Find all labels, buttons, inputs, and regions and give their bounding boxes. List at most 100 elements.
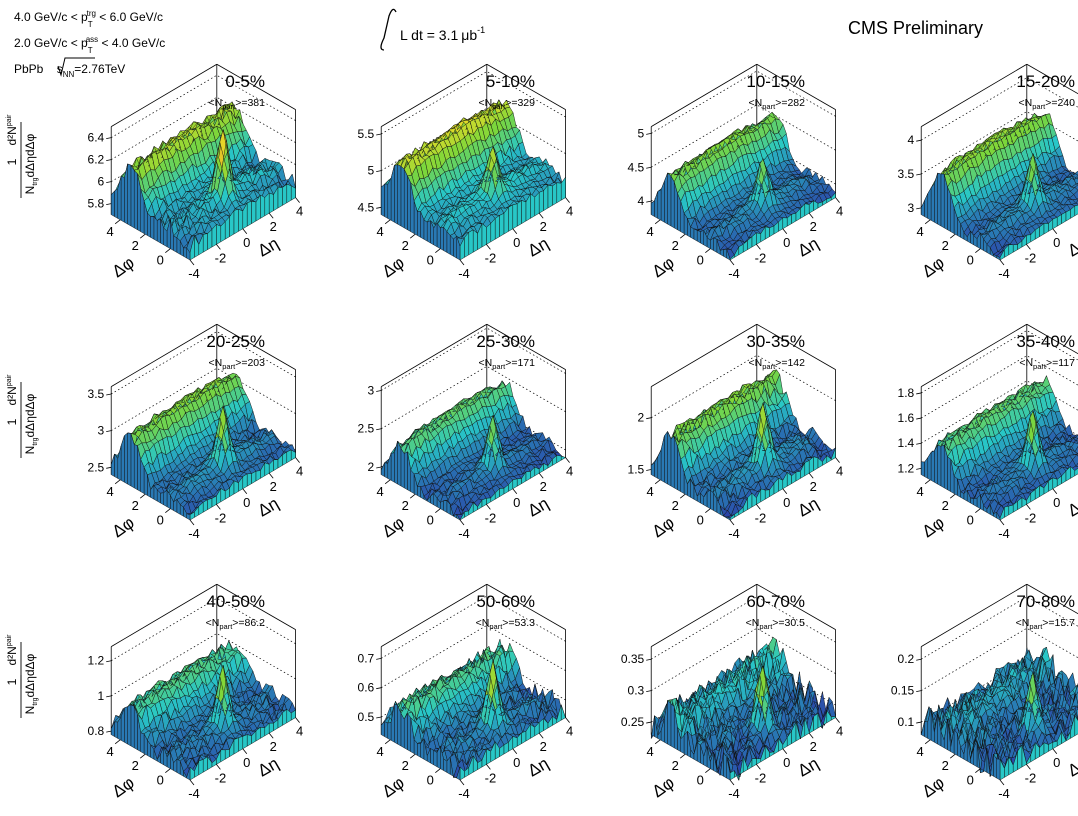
row-ylabel-2: 1 d²Npair NtrgdΔηdΔφ xyxy=(5,634,39,718)
dphi-axis-title: Δφ xyxy=(649,773,678,801)
centrality-label: 70-80% xyxy=(1016,592,1075,611)
luminosity-label: L dt = 3.1 μb-1 xyxy=(400,25,485,43)
dphi-tick-label: 4 xyxy=(107,744,114,759)
deta-tick-label: -4 xyxy=(998,266,1010,281)
deta-tick-label: 0 xyxy=(243,495,250,510)
deta-tick-label: -2 xyxy=(1025,770,1037,785)
deta-axis-title: Δη xyxy=(525,494,553,521)
assoc-pt-cut: 2.0 GeV/c < pTass < 4.0 GeV/c xyxy=(14,35,165,55)
deta-tick-label: -2 xyxy=(215,510,227,525)
deta-tick-label: 4 xyxy=(566,724,573,739)
deta-tick-label: -2 xyxy=(485,250,497,265)
z-tick-label: 0.5 xyxy=(358,710,375,724)
npart-label: <Npart>=381 xyxy=(209,97,266,111)
z-tick-label: 1.6 xyxy=(898,411,915,425)
panel-35-40pct: 1.21.41.61.8024-4-2024ΔφΔη35-40%<Npart>=… xyxy=(898,323,1078,541)
dphi-axis-title: Δφ xyxy=(919,773,948,801)
dphi-axis-title: Δφ xyxy=(379,513,408,541)
deta-tick-label: 2 xyxy=(270,739,277,754)
row-ylabel-1: 1 d²Npair NtrgdΔηdΔφ xyxy=(5,374,39,458)
dphi-axis-title: Δφ xyxy=(109,513,138,541)
surface-skirt xyxy=(650,172,836,261)
dphi-tick-label: 0 xyxy=(697,253,704,268)
z-tick-label: 0.2 xyxy=(898,652,915,666)
z-tick-label: 0.3 xyxy=(628,684,645,698)
centrality-label: 60-70% xyxy=(746,592,805,611)
z-tick-label: 1 xyxy=(98,689,105,703)
ylabel-denominator: NtrgdΔηdΔφ xyxy=(23,133,39,194)
surface-skirt xyxy=(650,699,836,781)
deta-tick-label: -4 xyxy=(458,266,470,281)
npart-label: <Npart>=329 xyxy=(479,97,536,111)
dphi-tick-label: 4 xyxy=(917,224,924,239)
centrality-label: 5-10% xyxy=(486,72,535,91)
centrality-label: 40-50% xyxy=(206,592,265,611)
surface xyxy=(110,640,296,778)
deta-axis-title: Δη xyxy=(525,754,553,781)
dphi-tick-label: 0 xyxy=(157,513,164,528)
deta-tick-label: -2 xyxy=(215,770,227,785)
dphi-axis-title: Δφ xyxy=(109,253,138,281)
z-tick-label: 0.35 xyxy=(621,652,645,666)
deta-tick-label: 2 xyxy=(270,479,277,494)
deta-tick-label: 0 xyxy=(243,235,250,250)
dphi-tick-label: 4 xyxy=(647,224,654,239)
sqrt-sign-icon xyxy=(57,57,95,77)
deta-tick-label: 4 xyxy=(566,204,573,219)
deta-tick-label: 2 xyxy=(540,219,547,234)
dphi-tick-label: 0 xyxy=(967,513,974,528)
dphi-tick-label: 0 xyxy=(427,513,434,528)
deta-axis-title: Δη xyxy=(795,754,823,781)
surface-skirt xyxy=(920,708,1078,781)
z-tick-label: 6.2 xyxy=(88,153,105,167)
z-tick-label: 2 xyxy=(638,411,645,425)
deta-axis-title: Δη xyxy=(1065,754,1078,781)
deta-axis-title: Δη xyxy=(525,234,553,261)
deta-tick-label: -2 xyxy=(755,250,767,265)
deta-tick-label: 4 xyxy=(296,724,303,739)
z-tick-label: 6 xyxy=(98,175,105,189)
centrality-label: 0-5% xyxy=(225,72,265,91)
panel-50-60pct: 0.5 0.6 0.7 0 2 4 -4 -2 0 2 4 Δφ Δη 50-60% <Npart>=53.… xyxy=(358,583,573,801)
panel-70-80pct: 0.10.150.2024-4-2024ΔφΔη70-80%<Npart>=15… xyxy=(891,583,1078,801)
panel-5-10pct: 4.5 5 5.5 0 2 4 -4 -2 0 2 4 Δφ Δη 5-10% <Npart>=329 xyxy=(358,63,573,281)
deta-tick-label: 4 xyxy=(296,204,303,219)
z-tick-label: 4 xyxy=(638,194,645,208)
npart-label: <Npart>=282 xyxy=(749,97,806,111)
row-ylabels: 1 d²Npair NtrgdΔηdΔφ 1 d²Npair NtrgdΔηdΔφ 1 d²N… xyxy=(5,114,39,718)
dphi-axis-title: Δφ xyxy=(649,513,678,541)
dphi-tick-label: 0 xyxy=(427,773,434,788)
z-tick-label: 5 xyxy=(638,126,645,140)
deta-tick-label: 0 xyxy=(513,495,520,510)
deta-tick-label: 2 xyxy=(540,739,547,754)
deta-tick-label: -4 xyxy=(188,266,200,281)
surface-skirt xyxy=(650,430,836,521)
z-tick-label: 1.2 xyxy=(898,461,915,475)
dphi-tick-label: 2 xyxy=(942,758,949,773)
ylabel-prefactor: 1 xyxy=(5,418,19,425)
surface-skirt xyxy=(380,440,566,521)
panel-grid: 5.8 6 6.2 6.4 0 2 4 -4 -2 0 2 4 Δφ Δη 0-5% <Npart>=381 4… xyxy=(88,63,1078,801)
z-tick-label: 6.4 xyxy=(88,131,105,145)
centrality-label: 30-35% xyxy=(746,332,805,351)
panel-0-5pct: 5.8 6 6.2 6.4 0 2 4 -4 -2 0 2 4 Δφ Δη 0-5% <Npart>=381 xyxy=(88,63,303,281)
dphi-tick-label: 2 xyxy=(672,238,679,253)
z-tick-label: 5.5 xyxy=(358,127,375,141)
header-block: 4.0 GeV/c < pTtrg < 6.0 GeV/c 2.0 GeV/c … xyxy=(14,8,983,79)
deta-axis-title: Δη xyxy=(795,234,823,261)
deta-tick-label: 2 xyxy=(270,219,277,234)
npart-label: <Npart>=171 xyxy=(479,357,536,371)
dphi-tick-label: 0 xyxy=(157,253,164,268)
dphi-tick-label: 2 xyxy=(132,758,139,773)
dphi-tick-label: 2 xyxy=(132,238,139,253)
deta-tick-label: -2 xyxy=(755,510,767,525)
z-tick-label: 0.25 xyxy=(621,715,645,729)
deta-tick-label: 4 xyxy=(836,204,843,219)
dphi-tick-label: 0 xyxy=(427,253,434,268)
deta-tick-label: -2 xyxy=(215,250,227,265)
dphi-axis-title: Δφ xyxy=(109,773,138,801)
centrality-label: 25-30% xyxy=(476,332,535,351)
centrality-label: 35-40% xyxy=(1016,332,1075,351)
